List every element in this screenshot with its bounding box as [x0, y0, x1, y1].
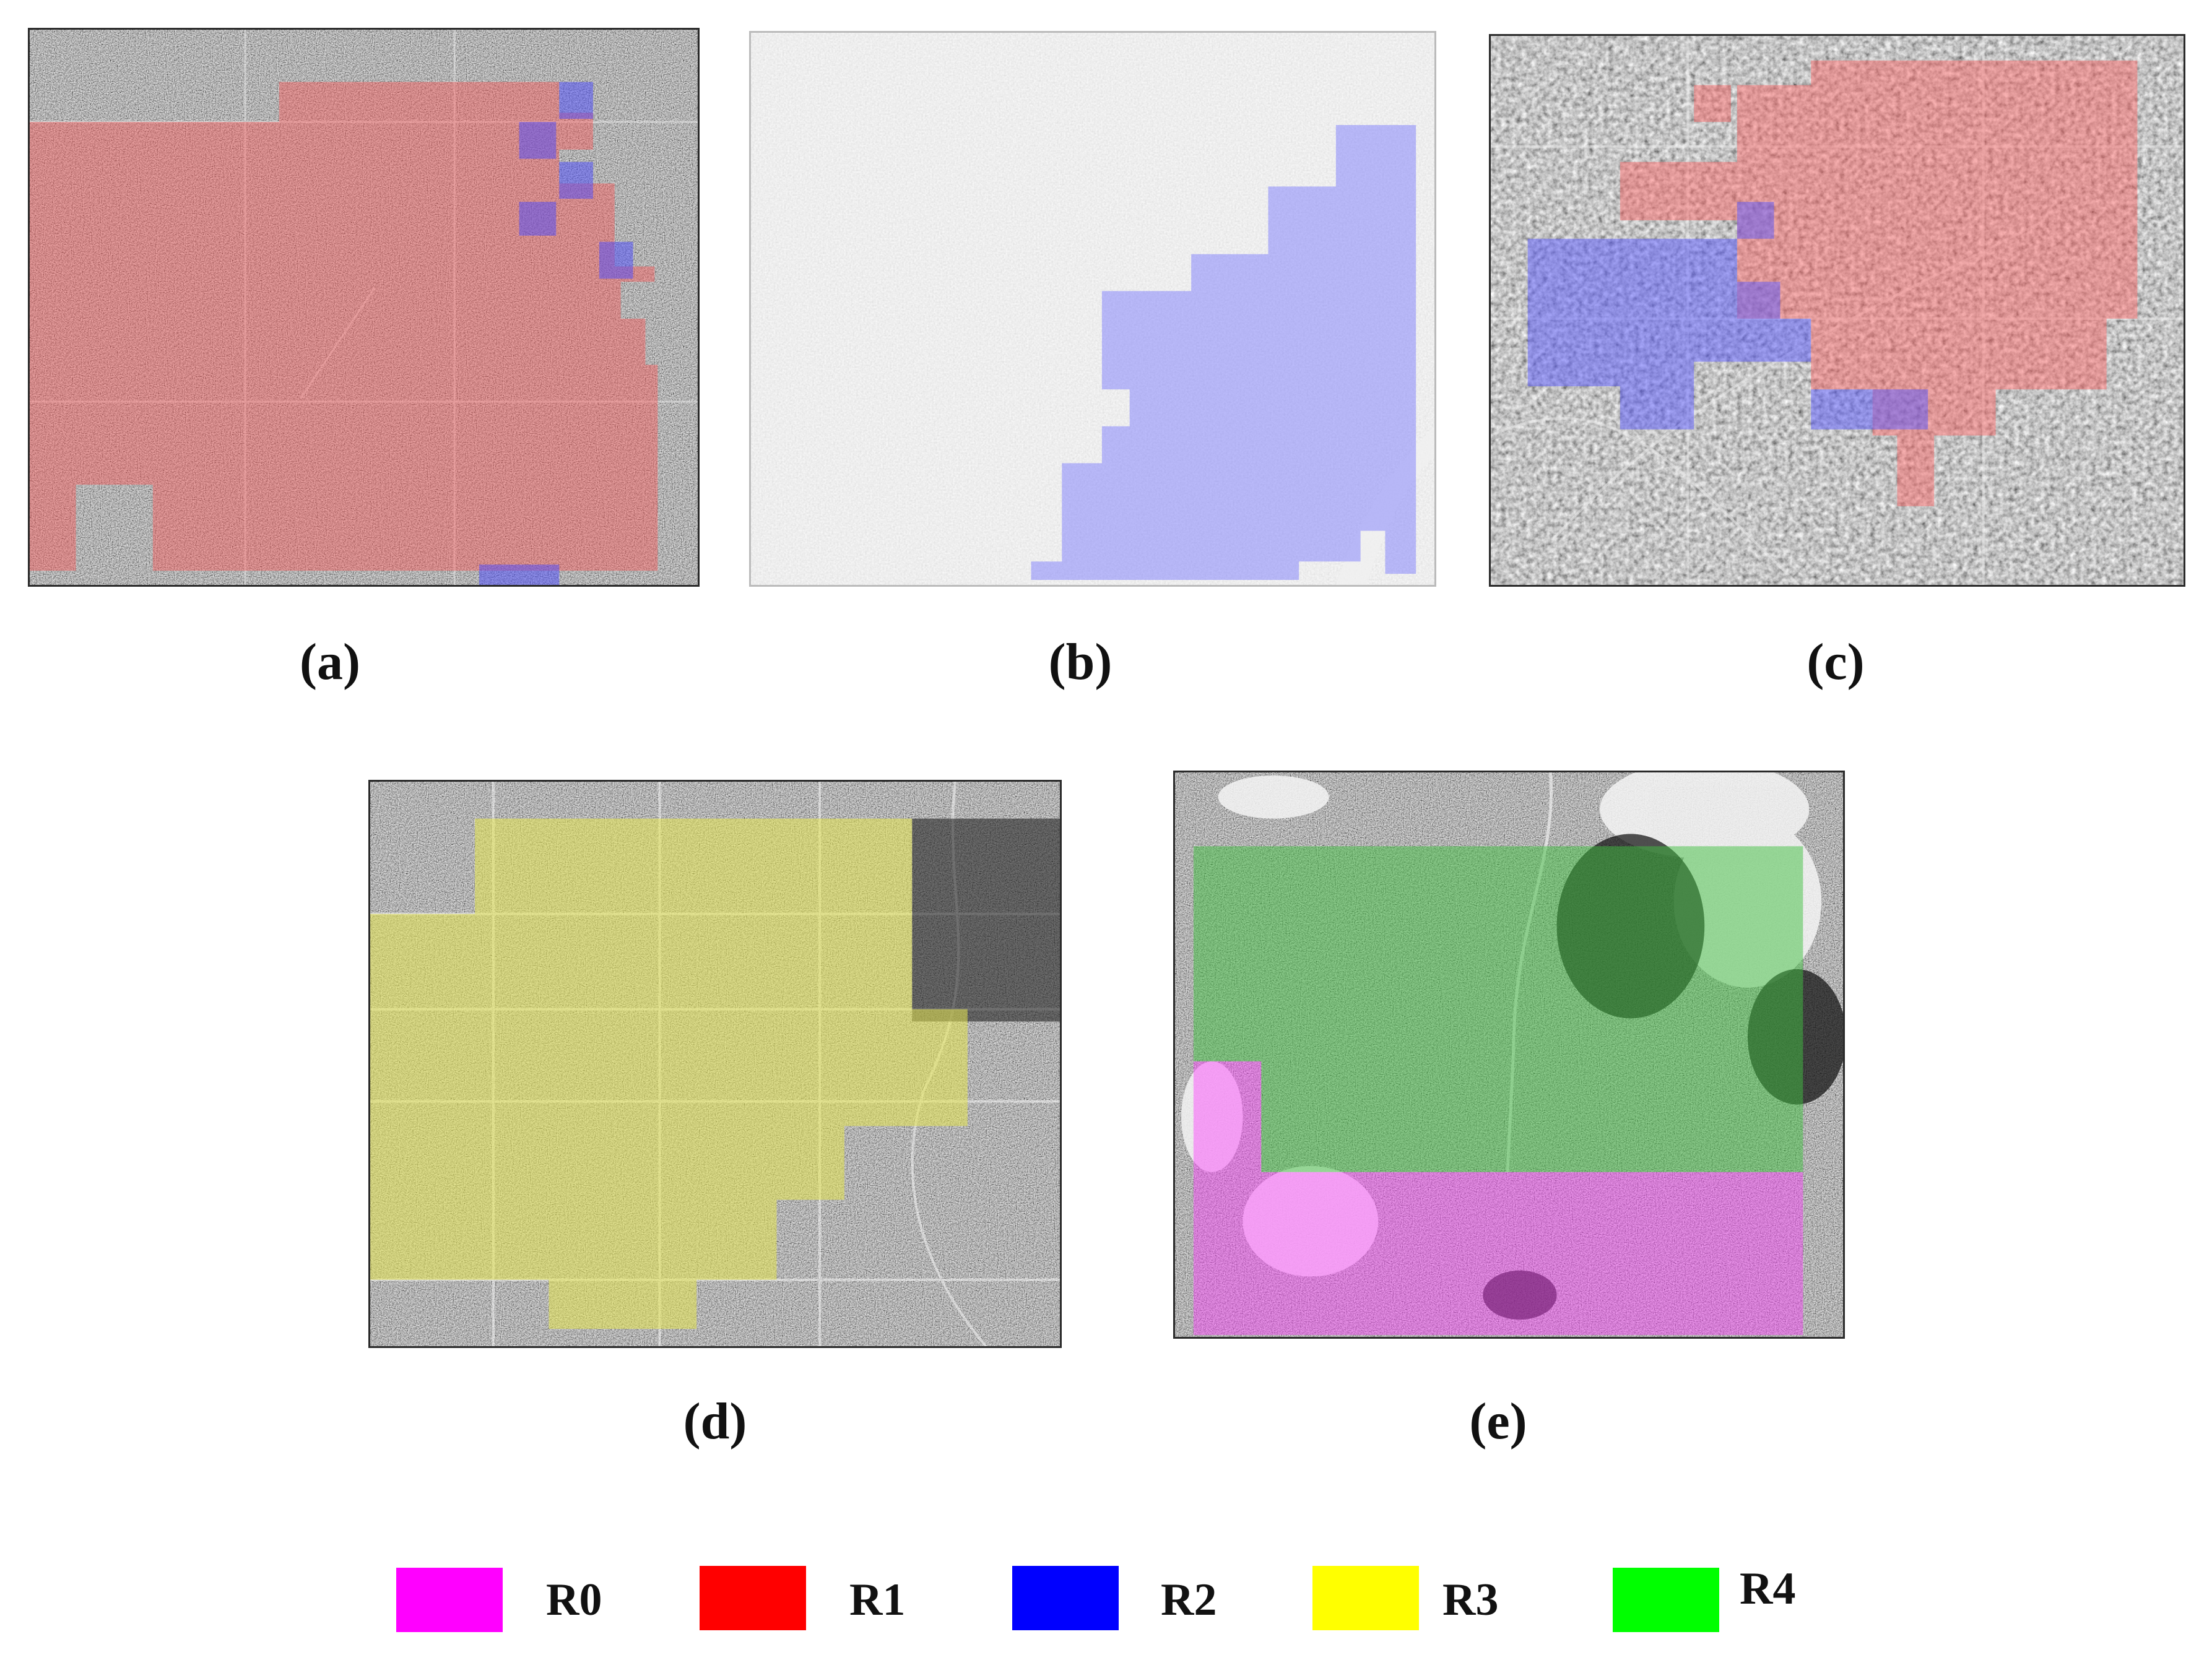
caption-c: (c) [1806, 633, 1865, 691]
legend-swatch-r0 [396, 1568, 503, 1632]
legend-swatch-r1 [700, 1566, 806, 1630]
legend-label-r1: R1 [849, 1575, 906, 1625]
overlay-r1-region [1620, 60, 2138, 506]
legend-label-r4: R4 [1740, 1563, 1796, 1614]
caption-e: (e) [1469, 1393, 1527, 1450]
overlay-r4-region [1193, 846, 1803, 1172]
legend-label-r3: R3 [1442, 1575, 1499, 1625]
overlay-r1-region [30, 82, 658, 571]
overlay-r3-region [370, 818, 968, 1329]
caption-b: (b) [1048, 633, 1113, 691]
legend-swatch-r2 [1012, 1566, 1119, 1630]
aerial-image-panel-c [1489, 34, 2185, 587]
aerial-image-panel-d [368, 780, 1062, 1348]
overlay-r2-region [1527, 202, 1928, 430]
aerial-image-panel-a [28, 28, 700, 587]
legend-swatch-r3 [1312, 1566, 1419, 1630]
overlay-r2-cells [479, 82, 633, 585]
legend-swatch-r4 [1613, 1568, 1719, 1632]
overlay-r0-region [1193, 1061, 1803, 1336]
legend-label-r0: R0 [546, 1575, 602, 1625]
legend-label-r2: R2 [1161, 1575, 1217, 1625]
aerial-image-panel-e [1173, 771, 1845, 1339]
overlay-r2-region [1031, 124, 1416, 581]
caption-d: (d) [683, 1393, 747, 1450]
caption-a: (a) [300, 633, 360, 691]
aerial-image-panel-b [749, 31, 1436, 587]
